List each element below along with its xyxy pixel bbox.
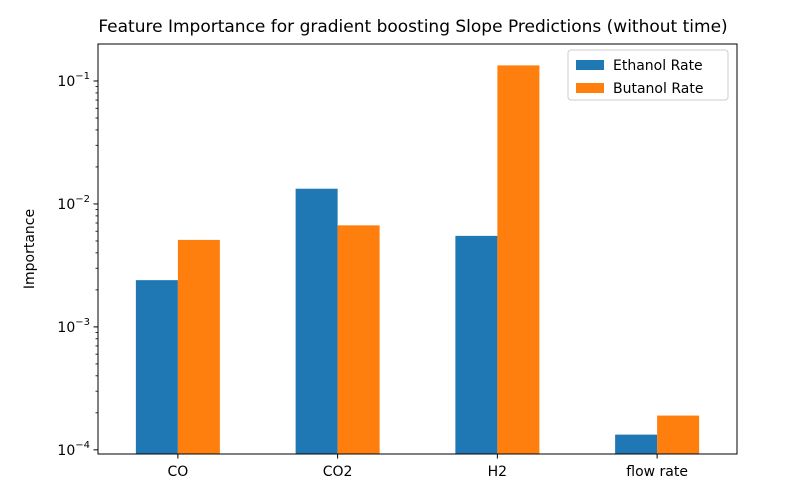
y-axis-label: Importance	[22, 209, 38, 289]
legend-box	[567, 49, 729, 101]
bar-ethanol-rate-co2	[295, 188, 338, 454]
bar-butanol-rate-co2	[337, 225, 380, 454]
y-tick-label: 10−3	[57, 317, 90, 336]
legend-swatch	[576, 83, 604, 93]
axes-frame	[97, 43, 738, 455]
x-tick-label: CO	[167, 464, 188, 480]
x-tick-label: flow rate	[626, 464, 688, 480]
bar-butanol-rate-flow-rate	[657, 415, 700, 454]
chart-title: Feature Importance for gradient boosting…	[98, 17, 727, 37]
legend-swatch	[576, 60, 604, 70]
bar-ethanol-rate-flow-rate	[615, 434, 658, 454]
legend-label: Ethanol Rate	[613, 58, 703, 74]
legend: Ethanol Rate Butanol Rate	[567, 49, 729, 101]
plot-area: 10−4 10−3 10−2 10−1 CO CO2 H2 flow rate	[57, 43, 738, 480]
y-tick-label: 10−1	[57, 71, 90, 90]
x-tick-label: H2	[488, 464, 507, 480]
y-tick-label: 10−2	[57, 194, 90, 213]
y-tick-label: 10−4	[57, 440, 90, 459]
legend-label: Butanol Rate	[613, 81, 703, 97]
bar-ethanol-rate-h2	[455, 235, 498, 454]
bar-butanol-rate-h2	[497, 65, 540, 455]
x-tick-label: CO2	[323, 464, 353, 480]
bar-butanol-rate-co	[177, 239, 220, 454]
bar-ethanol-rate-co	[135, 280, 178, 454]
